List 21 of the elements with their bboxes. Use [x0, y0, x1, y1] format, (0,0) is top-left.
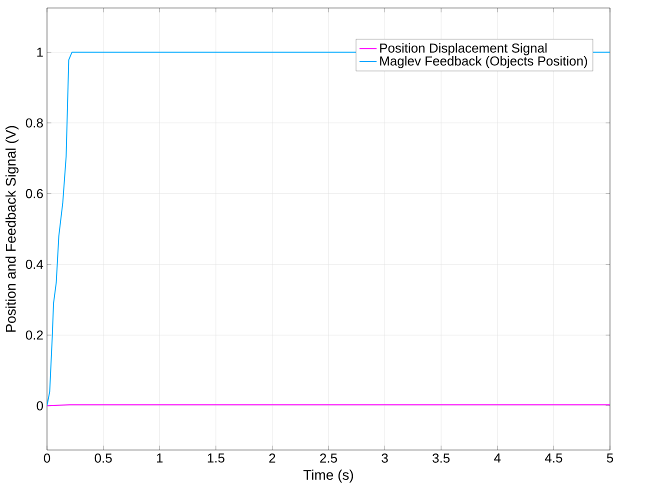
x-tick-label: 0	[44, 454, 50, 463]
y-tick-label: 0.6	[26, 189, 43, 198]
x-tick-label: 0.5	[94, 454, 112, 463]
legend-label: Position Displacement Signal	[380, 43, 547, 56]
x-tick-label: 4.5	[544, 454, 562, 463]
x-tick-label: 2.5	[320, 454, 337, 463]
y-axis-title: Position and Feedback Signal (V)	[5, 126, 19, 332]
x-axis-title: Time (s)	[303, 470, 354, 483]
x-tick-label: 5	[606, 454, 614, 463]
y-tick-label: 0.4	[26, 260, 44, 269]
legend-label: Maglev Feedback (Objects Position)	[380, 56, 588, 68]
x-tick-label: 3	[382, 454, 388, 463]
x-tick-label: 1.5	[208, 454, 224, 463]
y-tick-label: 0	[36, 401, 43, 410]
x-tick-label: 2	[269, 454, 276, 463]
x-tick-label: 3.5	[432, 454, 450, 463]
y-tick-label: 0.8	[26, 118, 43, 128]
y-tick-label: 0.2	[26, 330, 43, 340]
x-tick-label: 4	[494, 454, 501, 462]
x-tick-label: 1	[156, 454, 163, 462]
y-tick-label: 1	[37, 48, 43, 57]
